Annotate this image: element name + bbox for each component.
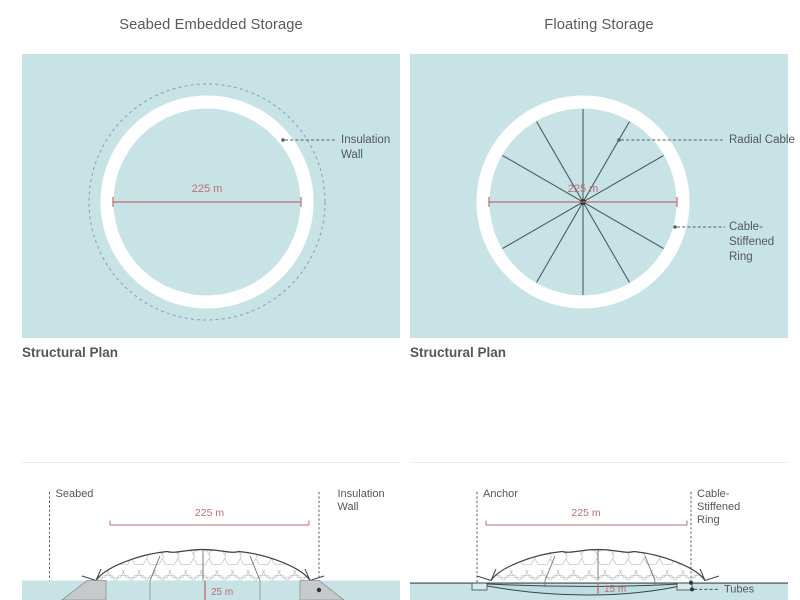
svg-text:Stiffened: Stiffened [729,236,774,248]
svg-text:Seabed: Seabed [56,488,94,500]
svg-text:225 m: 225 m [571,507,600,519]
svg-text:Cable-: Cable- [729,221,763,233]
svg-text:Tubes: Tubes [724,584,755,596]
svg-text:Ring: Ring [697,514,720,526]
svg-text:225 m: 225 m [195,507,224,519]
svg-text:Ring: Ring [729,251,753,263]
svg-text:Wall: Wall [338,501,359,513]
svg-text:225 m: 225 m [568,183,599,195]
svg-text:Stiffened: Stiffened [697,501,740,513]
svg-text:Wall: Wall [341,149,363,161]
svg-text:Insulation: Insulation [341,134,390,146]
svg-text:Insulation: Insulation [338,488,385,500]
svg-text:225 m: 225 m [192,183,223,195]
svg-text:25 m: 25 m [211,587,233,598]
svg-text:Anchor: Anchor [483,488,518,500]
svg-text:15 m: 15 m [604,584,626,595]
svg-text:Radial Cable: Radial Cable [729,134,795,146]
svg-text:Cable-: Cable- [697,488,730,500]
